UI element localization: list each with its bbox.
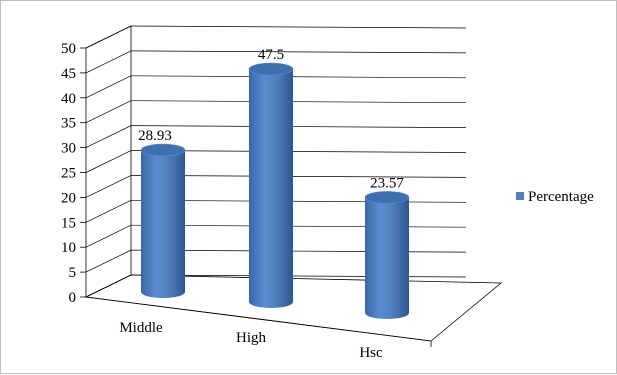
x-axis-line (85, 296, 432, 342)
gridline-back (130, 224, 467, 228)
data-label: 28.93 (138, 128, 172, 144)
gridline-side (85, 150, 132, 173)
gridline-side (85, 249, 132, 273)
gridline-side (85, 125, 132, 148)
gridline-back (130, 199, 467, 203)
y-tick-label: 50 (61, 41, 76, 57)
y-tick-label: 15 (61, 215, 76, 231)
bar-top (248, 62, 294, 76)
gridline-back (130, 125, 467, 128)
legend-swatch (516, 192, 524, 200)
category-label: Middle (119, 320, 163, 336)
gridline-side (85, 274, 132, 298)
y-tick-label: 25 (61, 166, 76, 182)
gridline-back (130, 75, 467, 79)
bar-body (249, 68, 293, 308)
bar (248, 62, 294, 308)
legend-label: Percentage (528, 189, 594, 205)
y-tick-label: 0 (69, 290, 77, 306)
bar-body (365, 197, 409, 319)
gridline-back (130, 150, 467, 153)
category-label: High (236, 330, 267, 346)
gridline-back (130, 25, 467, 29)
y-tick-label: 10 (61, 240, 76, 256)
category-label: Hsc (359, 345, 383, 361)
gridline-side (85, 100, 132, 124)
category-labels-group: Middle High Hsc (119, 320, 383, 361)
gridline-back (130, 100, 467, 104)
bar-body (141, 150, 185, 298)
legend: Percentage (516, 189, 594, 205)
bar-top (364, 191, 410, 204)
gridline-side (85, 50, 132, 74)
gridline-back (130, 249, 467, 253)
bar-top (140, 143, 186, 157)
data-labels-group: 28.93 47.5 23.57 (138, 47, 404, 191)
y-tick-label: 45 (61, 66, 76, 82)
gridline-back (130, 274, 467, 278)
data-label: 23.57 (370, 175, 404, 191)
bars-group (140, 62, 410, 319)
gridline-back (130, 175, 467, 178)
y-tick-label: 40 (61, 91, 76, 107)
gridline-side (85, 224, 132, 248)
gridline-side (85, 25, 132, 49)
bar (364, 191, 410, 319)
bar (140, 143, 186, 298)
y-tick-label: 30 (61, 141, 76, 157)
gridline-side (85, 175, 132, 198)
gridline-side (85, 199, 132, 223)
y-tick-label: 20 (61, 190, 76, 206)
gridline-side (85, 75, 132, 99)
y-tick-label: 35 (61, 116, 76, 132)
y-tick-label: 5 (69, 265, 77, 281)
gridline-back (130, 50, 467, 54)
y-axis-ticks: 0 5 10 15 20 25 30 35 40 45 50 (61, 25, 467, 306)
data-label: 47.5 (258, 47, 284, 63)
